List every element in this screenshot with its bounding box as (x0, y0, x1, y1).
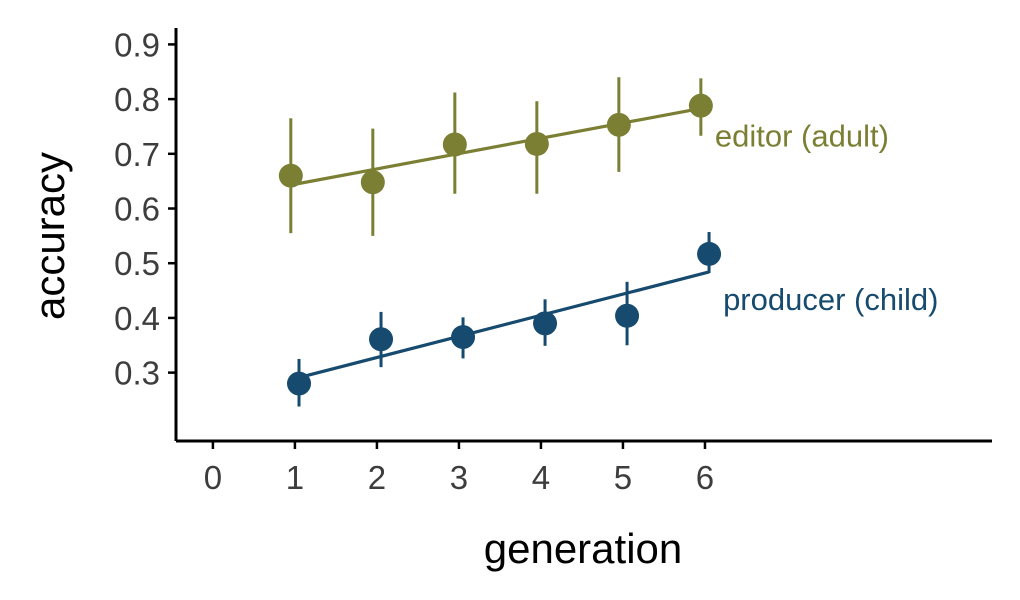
data-point (688, 93, 713, 118)
series-label: producer (child) (723, 282, 938, 317)
trend-line (290, 106, 702, 187)
data-point (615, 303, 640, 328)
data-point (533, 311, 558, 336)
y-axis: 0.3 0.4 0.5 0.6 0.7 0.8 0.9 (114, 26, 178, 441)
y-tick-label: 0.8 (114, 81, 160, 118)
y-tick-label: 0.6 (114, 191, 160, 228)
data-point (697, 241, 722, 266)
data-point (360, 170, 385, 195)
x-tick-label: 4 (532, 459, 550, 496)
y-tick-label: 0.4 (114, 300, 160, 337)
series-label: editor (adult) (715, 118, 889, 153)
data-point (287, 371, 312, 396)
y-tick-label: 0.7 (114, 136, 160, 173)
x-axis: 0 1 2 3 4 5 6 (176, 439, 992, 496)
data-point (606, 112, 631, 137)
series-layer: editor (adult) producer (child) (278, 77, 938, 407)
x-tick-label: 2 (368, 459, 386, 496)
data-point (524, 131, 549, 156)
y-axis-title: accuracy (26, 152, 73, 320)
data-point (278, 163, 303, 188)
series-editor: editor (adult) (278, 77, 889, 236)
y-tick-label: 0.9 (114, 26, 160, 63)
x-tick-label: 0 (204, 459, 222, 496)
series-producer: producer (child) (287, 232, 938, 407)
x-tick-label: 1 (286, 459, 304, 496)
x-axis-title: generation (484, 525, 683, 572)
trend-line (298, 270, 710, 380)
data-point (369, 327, 394, 352)
x-tick-label: 3 (450, 459, 468, 496)
data-point (442, 132, 467, 157)
x-tick-label: 5 (614, 459, 632, 496)
y-tick-label: 0.5 (114, 245, 160, 282)
data-point (451, 325, 476, 350)
y-tick-label: 0.3 (114, 355, 160, 392)
x-tick-label: 6 (696, 459, 714, 496)
